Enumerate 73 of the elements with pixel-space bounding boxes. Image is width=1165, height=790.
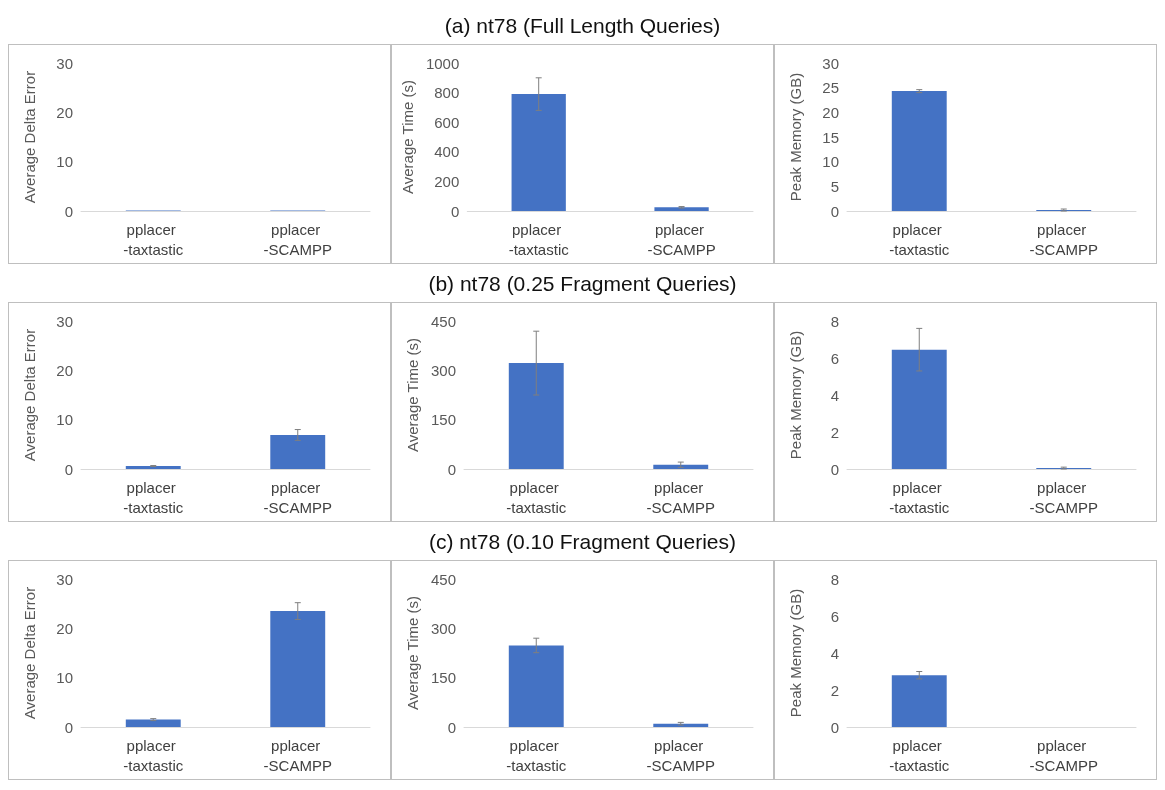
y-tick-label: 4 [830, 386, 839, 404]
y-tick-label: 2 [830, 423, 839, 441]
x-tick-label: pplacer -taxtastic [889, 736, 950, 774]
y-tick-label: 30 [56, 312, 73, 330]
x-tick-label: pplacer -taxtastic [508, 220, 570, 258]
y-tick-label: 200 [434, 172, 460, 190]
x-tick-label: pplacer -SCAMPP [263, 220, 332, 258]
x-tick-label: pplacer -SCAMPP [263, 736, 332, 774]
y-axis-title: Peak Memory (GB) [787, 72, 804, 202]
chart-title: (b) nt78 (0.25 Fragment Queries) [427, 271, 738, 297]
y-tick-label: 10 [822, 153, 839, 171]
y-axis-title: Average Delta Error [21, 586, 38, 720]
y-axis-title: Average Delta Error [21, 70, 38, 204]
y-tick-label: 10 [56, 669, 73, 687]
y-tick-label: 6 [830, 349, 839, 367]
y-tick-label: 20 [822, 103, 839, 121]
y-axis-title: Peak Memory (GB) [787, 588, 804, 718]
y-tick-label: 0 [830, 202, 839, 220]
x-tick-label: pplacer -SCAMPP [646, 478, 715, 516]
y-tick-label: 30 [822, 54, 839, 72]
y-tick-label: 450 [430, 312, 456, 330]
x-tick-label: pplacer -taxtastic [506, 478, 567, 516]
y-tick-label: 2 [830, 681, 839, 699]
chart-title: (c) nt78 (0.10 Fragment Queries) [428, 529, 737, 555]
y-tick-label: 0 [64, 460, 73, 478]
y-tick-label: 30 [56, 570, 73, 588]
y-tick-label: 1000 [425, 54, 460, 72]
y-axis-title: Peak Memory (GB) [787, 330, 804, 460]
x-tick-label: pplacer -taxtastic [123, 220, 184, 258]
y-tick-label: 5 [830, 177, 839, 195]
x-tick-label: pplacer -SCAMPP [1029, 478, 1098, 516]
y-tick-label: 15 [822, 128, 839, 146]
y-tick-label: 800 [434, 84, 460, 102]
x-tick-label: pplacer -SCAMPP [1029, 736, 1098, 774]
y-tick-label: 150 [430, 669, 456, 687]
y-tick-label: 4 [830, 644, 839, 662]
y-tick-label: 20 [56, 103, 73, 121]
x-tick-label: pplacer -SCAMPP [1029, 220, 1098, 258]
y-tick-label: 20 [56, 619, 73, 637]
y-tick-label: 6 [830, 607, 839, 625]
y-tick-label: 8 [830, 570, 839, 588]
x-tick-label: pplacer -taxtastic [889, 220, 950, 258]
y-tick-label: 20 [56, 361, 73, 379]
y-tick-label: 8 [830, 312, 839, 330]
y-axis-title: Average Time (s) [404, 338, 421, 452]
y-tick-label: 300 [430, 361, 456, 379]
y-tick-label: 0 [447, 460, 456, 478]
y-tick-label: 10 [56, 411, 73, 429]
x-tick-label: pplacer -taxtastic [889, 478, 950, 516]
y-axis-title: Average Time (s) [404, 596, 421, 710]
y-tick-label: 150 [430, 411, 456, 429]
x-tick-label: pplacer -taxtastic [123, 736, 184, 774]
y-tick-label: 0 [830, 460, 839, 478]
y-tick-label: 600 [434, 113, 460, 131]
y-axis-title: Average Time (s) [399, 80, 416, 194]
y-axis-title: Average Delta Error [21, 328, 38, 462]
y-tick-label: 25 [822, 79, 839, 97]
y-tick-label: 450 [430, 570, 456, 588]
x-tick-label: pplacer -SCAMPP [646, 736, 715, 774]
x-tick-label: pplacer -taxtastic [123, 478, 184, 516]
y-tick-label: 10 [56, 153, 73, 171]
x-tick-label: pplacer -SCAMPP [647, 220, 716, 258]
chart-title: (a) nt78 (Full Length Queries) [443, 13, 722, 39]
x-tick-label: pplacer -SCAMPP [263, 478, 332, 516]
y-tick-label: 400 [434, 143, 460, 161]
y-tick-label: 300 [430, 619, 456, 637]
y-tick-label: 30 [56, 54, 73, 72]
x-tick-label: pplacer -taxtastic [506, 736, 567, 774]
y-tick-label: 0 [64, 202, 73, 220]
y-tick-label: 0 [830, 718, 839, 736]
y-tick-label: 0 [450, 202, 460, 220]
y-tick-label: 0 [447, 718, 456, 736]
y-tick-label: 0 [64, 718, 73, 736]
